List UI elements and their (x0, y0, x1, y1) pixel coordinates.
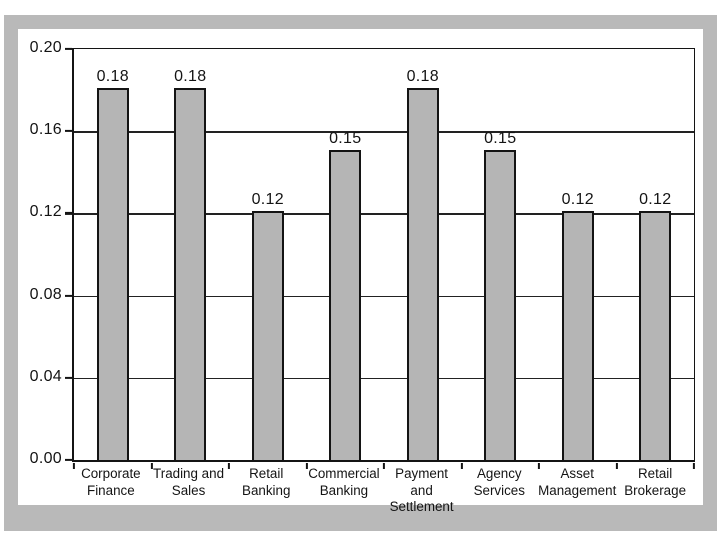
x-tick-mark (150, 462, 153, 469)
x-category-label: Payment and Settlement (389, 466, 454, 514)
x-tick-mark (460, 462, 463, 469)
x-category-label: Agency Services (473, 466, 525, 498)
x-axis-labels: Corporate Finance Trading and Sales Reta… (72, 466, 694, 516)
bar-retail-banking (251, 211, 284, 460)
y-tick-mark (65, 130, 72, 133)
bar-value-label: 0.12 (561, 191, 594, 209)
y-tick-label: 0.16 (29, 121, 62, 139)
x-tick-mark (305, 462, 308, 469)
bar-value-label: 0.12 (639, 191, 672, 209)
y-tick-mark (65, 47, 72, 51)
y-tick-label: 0.00 (29, 450, 62, 467)
y-tick-mark (65, 376, 72, 379)
x-category-label: Corporate Finance (81, 466, 141, 498)
bar-group-payment-and-settlement: 0.18 (384, 49, 462, 460)
x-tick-mark (382, 462, 386, 469)
x-tick-mark (692, 462, 696, 469)
y-tick-mark (65, 458, 72, 462)
y-tick-label: 0.08 (29, 285, 62, 303)
y-tick-label: 0.20 (29, 39, 62, 56)
bar-value-label: 0.18 (174, 68, 207, 86)
bar-corporate-finance (96, 88, 129, 460)
bar-group-retail-banking: 0.12 (229, 49, 307, 460)
bars-container: 0.18 0.18 0.12 0.15 0.18 0.15 (74, 49, 694, 460)
bar-commercial-banking (329, 149, 362, 460)
bar-value-label: 0.18 (406, 68, 439, 86)
bar-group-commercial-banking: 0.15 (307, 49, 385, 460)
bar-value-label: 0.12 (251, 191, 284, 209)
bar-payment-and-settlement (406, 88, 439, 460)
bar-value-label: 0.18 (96, 68, 129, 86)
bar-group-retail-brokerage: 0.12 (617, 49, 695, 460)
gridline-0.04 (74, 377, 694, 380)
x-category-label: Retail Banking (242, 466, 291, 498)
gridline-0.08 (74, 295, 694, 297)
bar-group-corporate-finance: 0.18 (74, 49, 152, 460)
bar-agency-services (484, 149, 517, 460)
y-tick-mark (65, 212, 72, 215)
x-tick-mark (227, 462, 231, 469)
x-category-label: Retail Brokerage (624, 466, 687, 498)
x-tick-mark (72, 462, 76, 469)
gridline-0.16 (74, 131, 694, 133)
y-tick-label: 0.12 (29, 203, 62, 221)
x-category-label: Trading and Sales (153, 466, 225, 498)
bar-group-trading-and-sales: 0.18 (152, 49, 230, 460)
y-axis-labels: 0.20 0.16 0.12 0.08 0.04 0.00 (0, 39, 62, 467)
x-tick-mark (537, 462, 541, 469)
bar-group-agency-services: 0.15 (462, 49, 540, 460)
bar-value-label: 0.15 (329, 129, 362, 147)
bar-retail-brokerage (639, 211, 672, 460)
x-category-label: Commercial Banking (308, 466, 380, 498)
bar-asset-management (561, 211, 594, 460)
x-tick-mark (615, 462, 618, 469)
y-tick-label: 0.04 (29, 367, 62, 385)
y-tick-mark (65, 294, 72, 297)
gridline-0.12 (74, 213, 694, 215)
plot-area: 0.18 0.18 0.12 0.15 0.18 0.15 (65, 47, 696, 469)
bar-value-label: 0.15 (484, 129, 517, 147)
bar-group-asset-management: 0.12 (539, 49, 617, 460)
x-category-label: Asset Management (538, 466, 617, 498)
bar-trading-and-sales (174, 88, 207, 460)
